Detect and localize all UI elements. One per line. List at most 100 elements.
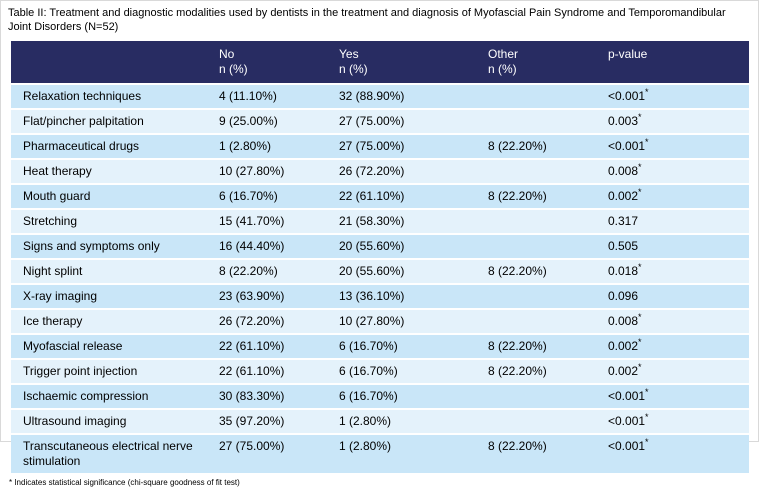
cell-other: 8 (22.20%) — [488, 434, 608, 473]
significance-asterisk: * — [638, 336, 642, 347]
cell-other — [488, 309, 608, 335]
table-row: Mouth guard 6 (16.70%) 22 (61.10%) 8 (22.20… — [11, 184, 749, 210]
table-row: Flat/pincher palpitation 9 (25.00%) 27 (75… — [11, 109, 749, 135]
cell-pvalue: 0.505 — [608, 234, 749, 260]
cell-no: 26 (72.20%) — [219, 309, 339, 335]
table-row: Heat therapy 10 (27.80%) 26 (72.20%) 0.008* — [11, 159, 749, 185]
cell-other: 8 (22.20%) — [488, 359, 608, 385]
header-pvalue-label: p-value — [608, 46, 648, 61]
significance-asterisk: * — [638, 111, 642, 122]
cell-label: Night splint — [11, 259, 219, 285]
cell-other — [488, 384, 608, 410]
cell-other — [488, 109, 608, 135]
cell-other: 8 (22.20%) — [488, 184, 608, 210]
cell-no: 10 (27.80%) — [219, 159, 339, 185]
cell-label: Ice therapy — [11, 309, 219, 335]
cell-other: 8 (22.20%) — [488, 259, 608, 285]
significance-asterisk: * — [645, 411, 649, 422]
cell-pvalue: 0.002* — [608, 334, 749, 360]
significance-asterisk: * — [645, 86, 649, 97]
cell-pvalue: 0.096 — [608, 284, 749, 310]
cell-yes: 26 (72.20%) — [339, 159, 488, 185]
significance-asterisk: * — [638, 261, 642, 272]
cell-label: Stretching — [11, 209, 219, 235]
significance-asterisk: * — [638, 311, 642, 322]
cell-pvalue: <0.001* — [608, 409, 749, 435]
cell-no: 8 (22.20%) — [219, 259, 339, 285]
table-row: Stretching 15 (41.70%) 21 (58.30%) 0.317 — [11, 209, 749, 235]
cell-yes: 1 (2.80%) — [339, 434, 488, 473]
header-yes-sub: n (%) — [339, 62, 368, 77]
cell-pvalue: 0.018* — [608, 259, 749, 285]
cell-label: Ultrasound imaging — [11, 409, 219, 435]
cell-yes: 6 (16.70%) — [339, 384, 488, 410]
cell-no: 15 (41.70%) — [219, 209, 339, 235]
cell-other — [488, 209, 608, 235]
significance-asterisk: * — [645, 386, 649, 397]
cell-yes: 22 (61.10%) — [339, 184, 488, 210]
table-row: Relaxation techniques 4 (11.10%) 32 (88.90… — [11, 84, 749, 110]
table-caption: Table II: Treatment and diagnostic modal… — [8, 7, 726, 34]
table-row: Ultrasound imaging 35 (97.20%) 1 (2.80%) <0… — [11, 409, 749, 435]
cell-label: Mouth guard — [11, 184, 219, 210]
cell-no: 16 (44.40%) — [219, 234, 339, 260]
header-no: No n (%) — [219, 40, 339, 85]
table-row: X-ray imaging 23 (63.90%) 13 (36.10%) 0.096 — [11, 284, 749, 310]
cell-other: 8 (22.20%) — [488, 134, 608, 160]
cell-yes: 21 (58.30%) — [339, 209, 488, 235]
cell-pvalue: <0.001* — [608, 384, 749, 410]
cell-pvalue: <0.001* — [608, 434, 749, 473]
cell-no: 22 (61.10%) — [219, 334, 339, 360]
cell-no: 27 (75.00%) — [219, 434, 339, 473]
cell-other — [488, 284, 608, 310]
significance-asterisk: * — [638, 361, 642, 372]
cell-label: Myofascial release — [11, 334, 219, 360]
cell-yes: 1 (2.80%) — [339, 409, 488, 435]
cell-label: Heat therapy — [11, 159, 219, 185]
cell-pvalue: 0.008* — [608, 159, 749, 185]
cell-other — [488, 234, 608, 260]
cell-label: X-ray imaging — [11, 284, 219, 310]
table-row: Ice therapy 26 (72.20%) 10 (27.80%) 0.008* — [11, 309, 749, 335]
cell-other — [488, 409, 608, 435]
header-other-label: Other — [488, 46, 519, 61]
cell-yes: 27 (75.00%) — [339, 109, 488, 135]
table-row: Ischaemic compression 30 (83.30%) 6 (16.70… — [11, 384, 749, 410]
cell-yes: 10 (27.80%) — [339, 309, 488, 335]
header-pvalue: p-value — [608, 40, 749, 85]
cell-no: 1 (2.80%) — [219, 134, 339, 160]
header-yes-label: Yes — [339, 46, 359, 61]
cell-no: 35 (97.20%) — [219, 409, 339, 435]
cell-other — [488, 84, 608, 110]
header-other-sub: n (%) — [488, 62, 517, 77]
table-row: Transcutaneous electrical nerve stimulat… — [11, 434, 749, 473]
cell-label: Pharmaceutical drugs — [11, 134, 219, 160]
cell-other — [488, 159, 608, 185]
table-row: Trigger point injection 22 (61.10%) 6 (16.… — [11, 359, 749, 385]
table-row: Myofascial release 22 (61.10%) 6 (16.70%) 8… — [11, 334, 749, 360]
cell-yes: 32 (88.90%) — [339, 84, 488, 110]
header-yes: Yes n (%) — [339, 40, 488, 85]
cell-label: Flat/pincher palpitation — [11, 109, 219, 135]
cell-pvalue: 0.002* — [608, 184, 749, 210]
cell-yes: 6 (16.70%) — [339, 334, 488, 360]
cell-pvalue: 0.317 — [608, 209, 749, 235]
cell-pvalue: 0.008* — [608, 309, 749, 335]
data-table: No n (%) Yes n (%) Other n (%) p-value R… — [11, 40, 749, 473]
significance-asterisk: * — [645, 136, 649, 147]
cell-no: 9 (25.00%) — [219, 109, 339, 135]
cell-label: Relaxation techniques — [11, 84, 219, 110]
cell-label: Signs and symptoms only — [11, 234, 219, 260]
cell-label: Trigger point injection — [11, 359, 219, 385]
header-other: Other n (%) — [488, 40, 608, 85]
significance-asterisk: * — [638, 161, 642, 172]
header-label-col — [11, 40, 219, 85]
cell-no: 23 (63.90%) — [219, 284, 339, 310]
header-row: No n (%) Yes n (%) Other n (%) p-value — [11, 40, 749, 85]
table-row: Pharmaceutical drugs 1 (2.80%) 27 (75.00%)… — [11, 134, 749, 160]
cell-pvalue: <0.001* — [608, 84, 749, 110]
table-row: Night splint 8 (22.20%) 20 (55.60%) 8 (22.2… — [11, 259, 749, 285]
cell-no: 30 (83.30%) — [219, 384, 339, 410]
header-no-sub: n (%) — [219, 62, 248, 77]
